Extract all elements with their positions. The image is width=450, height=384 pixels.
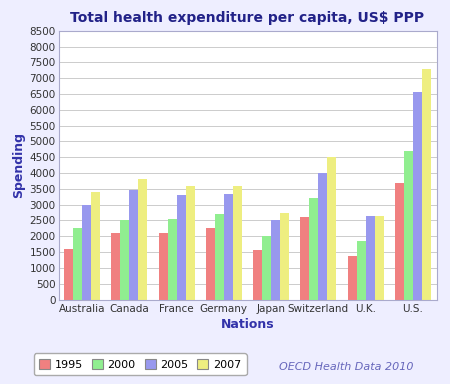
Bar bbox=[327, 157, 336, 300]
Bar bbox=[112, 233, 121, 300]
Text: OECD Health Data 2010: OECD Health Data 2010 bbox=[279, 362, 414, 372]
Bar bbox=[224, 194, 233, 300]
Bar bbox=[215, 214, 224, 300]
Y-axis label: Spending: Spending bbox=[12, 132, 25, 198]
Bar bbox=[206, 228, 215, 300]
Bar bbox=[357, 241, 366, 300]
Bar bbox=[91, 192, 100, 300]
Bar bbox=[301, 217, 310, 300]
Legend: 1995, 2000, 2005, 2007: 1995, 2000, 2005, 2007 bbox=[34, 353, 247, 375]
Bar bbox=[121, 220, 130, 300]
Bar bbox=[271, 220, 280, 300]
Bar bbox=[168, 219, 176, 300]
X-axis label: Nations: Nations bbox=[220, 318, 274, 331]
Bar bbox=[138, 179, 147, 300]
Bar bbox=[233, 186, 242, 300]
Bar bbox=[82, 205, 91, 300]
Bar bbox=[310, 198, 319, 300]
Bar bbox=[404, 151, 413, 300]
Bar bbox=[374, 216, 383, 300]
Bar bbox=[253, 250, 262, 300]
Bar bbox=[159, 233, 168, 300]
Bar bbox=[319, 173, 327, 300]
Bar bbox=[422, 69, 431, 300]
Bar bbox=[64, 249, 73, 300]
Bar bbox=[262, 236, 271, 300]
Bar bbox=[130, 190, 138, 300]
Bar bbox=[413, 93, 422, 300]
Bar bbox=[365, 216, 374, 300]
Bar bbox=[395, 182, 404, 300]
Bar bbox=[73, 228, 82, 300]
Bar bbox=[348, 256, 357, 300]
Bar bbox=[176, 195, 185, 300]
Bar bbox=[185, 186, 194, 300]
Bar bbox=[280, 214, 289, 300]
Title: Total health expenditure per capita, US$ PPP: Total health expenditure per capita, US$… bbox=[71, 12, 424, 25]
